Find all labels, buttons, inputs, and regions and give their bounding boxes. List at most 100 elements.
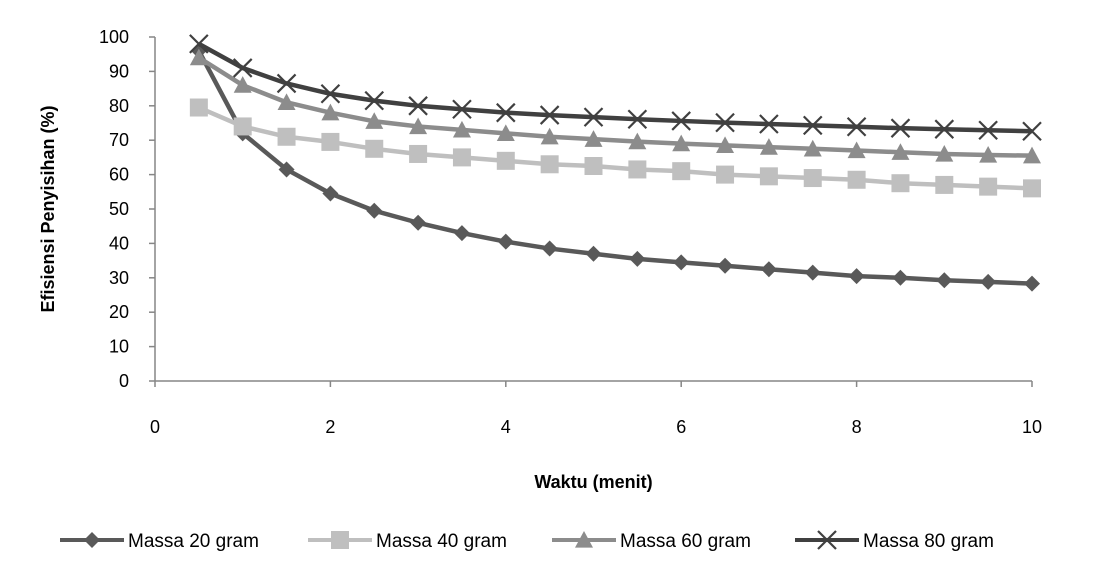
series-line bbox=[197, 41, 1033, 134]
y-tick-label: 60 bbox=[109, 165, 129, 185]
data-point-square bbox=[496, 151, 515, 170]
y-tick-label: 80 bbox=[109, 96, 129, 116]
y-axis-title: Efisiensi Penyisihan (%) bbox=[38, 105, 58, 312]
data-point-square bbox=[1023, 179, 1041, 198]
data-point-x bbox=[759, 114, 779, 134]
data-point-x bbox=[817, 530, 837, 550]
data-point-x bbox=[408, 96, 428, 116]
data-point-square bbox=[189, 98, 208, 117]
x-tick-label: 2 bbox=[325, 417, 335, 437]
data-point-diamond bbox=[1024, 275, 1040, 292]
data-point-x-stroke bbox=[452, 99, 472, 120]
data-point-x-stroke bbox=[1022, 121, 1042, 142]
data-point-x bbox=[496, 102, 516, 123]
data-point-x-stroke bbox=[817, 530, 837, 550]
data-point-x-stroke bbox=[496, 102, 516, 123]
data-point-x bbox=[715, 112, 735, 133]
data-point-square bbox=[321, 132, 340, 151]
data-point-diamond bbox=[84, 532, 100, 548]
y-tick-label: 20 bbox=[109, 302, 129, 322]
data-point-diamond bbox=[585, 245, 602, 262]
data-point-x bbox=[1022, 121, 1042, 142]
y-tick-label: 50 bbox=[109, 199, 129, 219]
series-layer bbox=[189, 34, 1042, 292]
legend-label: Massa 80 gram bbox=[863, 531, 994, 552]
data-point-diamond bbox=[278, 161, 295, 178]
data-point-x-stroke bbox=[189, 34, 209, 54]
data-point-square bbox=[803, 169, 822, 188]
x-tick-label: 0 bbox=[150, 417, 160, 437]
data-point-x bbox=[934, 119, 955, 139]
data-point-x-stroke bbox=[408, 96, 428, 116]
x-tick-label: 4 bbox=[501, 417, 511, 437]
legend-label: Massa 20 gram bbox=[128, 531, 259, 552]
data-point-diamond bbox=[892, 269, 909, 286]
data-point-x-stroke bbox=[627, 109, 648, 129]
data-point-x-stroke bbox=[232, 58, 253, 78]
y-tick-label: 10 bbox=[109, 337, 129, 357]
data-point-diamond bbox=[717, 257, 734, 274]
data-point-x-stroke bbox=[759, 114, 779, 134]
data-point-x-stroke bbox=[846, 117, 867, 137]
data-point-triangle bbox=[365, 112, 384, 129]
data-point-triangle bbox=[584, 130, 603, 147]
data-point-square bbox=[452, 148, 471, 167]
data-point-diamond bbox=[629, 250, 646, 267]
data-point-triangle bbox=[575, 531, 593, 548]
data-point-x-stroke bbox=[583, 107, 604, 127]
data-point-triangle bbox=[321, 103, 340, 121]
legend-item: Massa 60 gram bbox=[552, 531, 751, 552]
data-point-x bbox=[890, 118, 911, 138]
series-3 bbox=[189, 48, 1041, 164]
data-point-square bbox=[935, 175, 954, 194]
data-point-triangle bbox=[891, 143, 910, 160]
series-2 bbox=[189, 98, 1041, 198]
data-point-triangle bbox=[935, 144, 954, 162]
y-tick-label: 0 bbox=[119, 371, 129, 391]
series-4 bbox=[189, 34, 1042, 142]
data-point-x bbox=[978, 120, 998, 141]
axes: 0 10 20 30 40 50 60 70 80 90 100 0 2 4 6 8 10 bbox=[99, 27, 1042, 437]
data-point-triangle bbox=[409, 117, 428, 135]
data-point-diamond bbox=[322, 185, 339, 202]
data-point-diamond bbox=[760, 261, 777, 278]
data-point-diamond bbox=[980, 273, 997, 290]
legend-label: Massa 60 gram bbox=[620, 531, 751, 552]
data-point-x bbox=[539, 105, 560, 125]
y-tick-label: 90 bbox=[109, 61, 129, 81]
data-point-x bbox=[320, 83, 341, 104]
data-point-square bbox=[628, 160, 647, 179]
y-tick-label: 100 bbox=[99, 27, 129, 47]
data-point-triangle bbox=[672, 134, 691, 152]
data-point-square bbox=[979, 177, 998, 196]
x-tick-label: 8 bbox=[852, 417, 862, 437]
data-point-diamond bbox=[848, 268, 865, 285]
y-tick-label: 30 bbox=[109, 268, 129, 288]
data-point-triangle bbox=[277, 93, 296, 111]
data-point-triangle bbox=[847, 141, 866, 159]
data-point-x-stroke bbox=[978, 120, 998, 141]
legend: Massa 20 gram Massa 40 gram Massa 60 gram M… bbox=[60, 530, 994, 552]
data-point-x bbox=[189, 34, 209, 54]
x-tick-label: 10 bbox=[1022, 417, 1042, 437]
data-point-x-stroke bbox=[671, 111, 691, 131]
data-point-square bbox=[716, 165, 735, 184]
data-point-x bbox=[232, 58, 253, 78]
legend-item: Massa 80 gram bbox=[795, 530, 994, 552]
data-point-square bbox=[233, 117, 252, 136]
data-point-triangle bbox=[1023, 146, 1041, 164]
data-point-diamond bbox=[541, 240, 558, 257]
data-point-square bbox=[331, 531, 349, 549]
data-point-x bbox=[846, 117, 867, 137]
data-point-diamond bbox=[410, 214, 427, 231]
data-point-square bbox=[672, 162, 691, 181]
series-line bbox=[197, 55, 1033, 158]
data-point-square bbox=[277, 127, 296, 146]
data-point-x-stroke bbox=[802, 115, 823, 136]
data-point-square bbox=[540, 155, 559, 174]
data-point-x-stroke bbox=[715, 112, 735, 133]
data-point-x-stroke bbox=[364, 90, 385, 111]
data-point-diamond bbox=[936, 272, 953, 289]
data-point-triangle bbox=[759, 138, 778, 155]
